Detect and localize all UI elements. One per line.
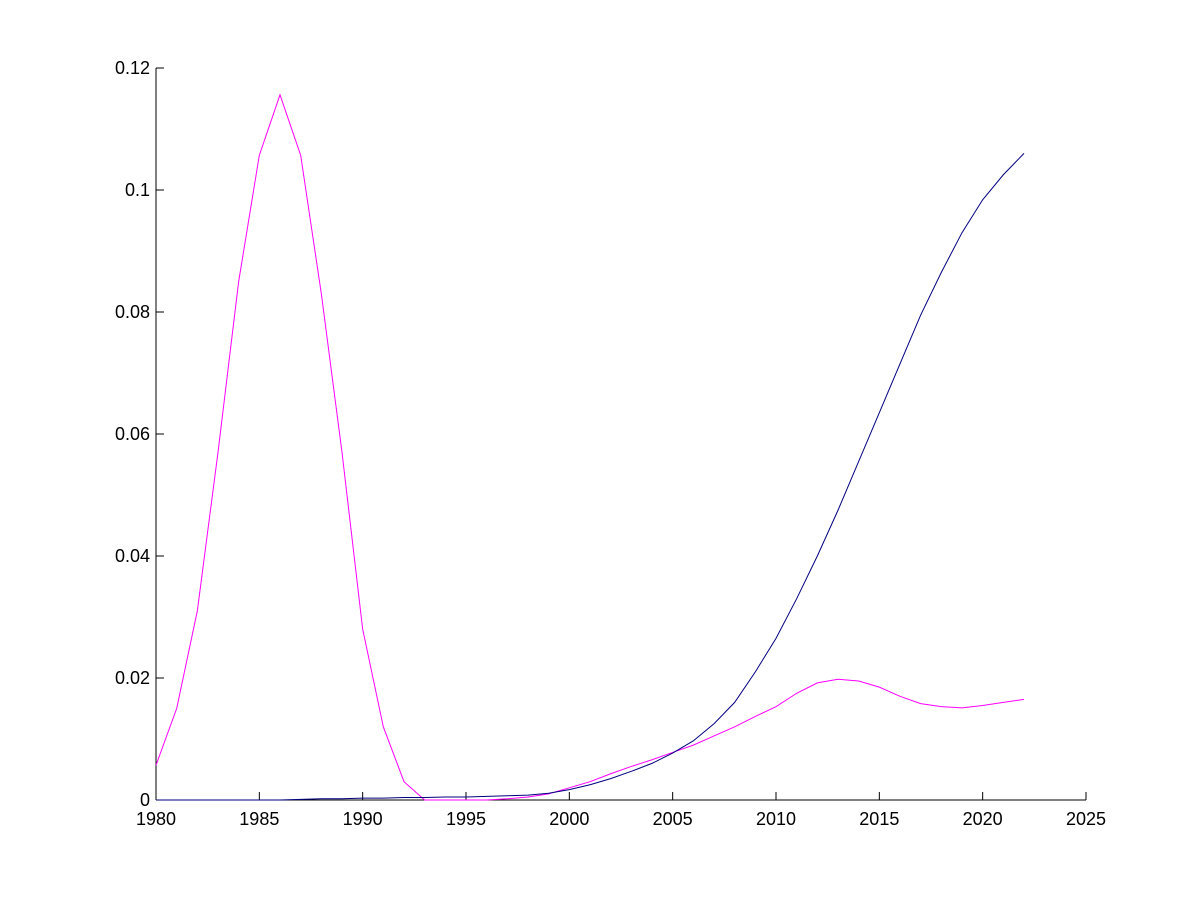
x-tick-label: 2000 <box>549 809 589 829</box>
series-line <box>155 93 1025 801</box>
y-tick-label: 0.1 <box>125 180 150 200</box>
x-tick-label: 2010 <box>756 809 796 829</box>
y-tick-label: 0.12 <box>115 58 150 78</box>
x-tick-label: 1995 <box>446 809 486 829</box>
series-line <box>156 153 1025 801</box>
y-tick-label: 0.02 <box>115 668 150 688</box>
x-tick-label: 2005 <box>653 809 693 829</box>
y-tick-label: 0.04 <box>115 546 150 566</box>
x-tick-label: 2020 <box>963 809 1003 829</box>
x-tick-label: 1990 <box>343 809 383 829</box>
x-tick-label: 2025 <box>1066 809 1106 829</box>
x-tick-label: 1985 <box>239 809 279 829</box>
x-tick-label: 1980 <box>136 809 176 829</box>
y-tick-label: 0.08 <box>115 302 150 322</box>
y-tick-label: 0 <box>140 790 150 810</box>
x-tick-label: 2015 <box>859 809 899 829</box>
y-tick-label: 0.06 <box>115 424 150 444</box>
